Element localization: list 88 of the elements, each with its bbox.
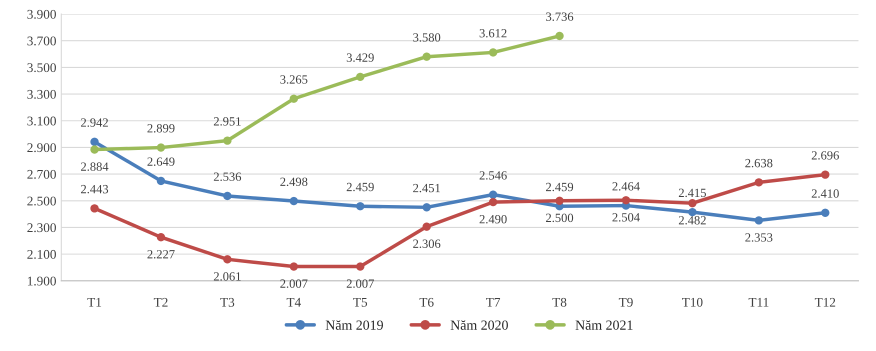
y-tick-label: 2.100 bbox=[27, 250, 56, 259]
point bbox=[422, 222, 431, 231]
point bbox=[754, 216, 763, 225]
data-label: 2.884 bbox=[81, 162, 108, 171]
point bbox=[156, 143, 166, 152]
legend-label: Năm 2020 bbox=[450, 320, 508, 330]
data-label: 3.736 bbox=[546, 12, 574, 21]
point bbox=[488, 190, 498, 199]
point bbox=[156, 233, 166, 242]
data-label: 3.429 bbox=[346, 53, 374, 62]
y-tick-label: 3.700 bbox=[27, 36, 56, 46]
data-label: 2.638 bbox=[745, 158, 772, 168]
legend-label: Năm 2021 bbox=[576, 320, 633, 330]
x-tick-label: T10 bbox=[682, 298, 703, 307]
point bbox=[488, 48, 498, 57]
point bbox=[90, 145, 99, 154]
y-tick-label: 3.500 bbox=[27, 63, 56, 72]
y-tick-label: 1.900 bbox=[28, 276, 56, 286]
point bbox=[821, 208, 830, 217]
point bbox=[90, 138, 99, 146]
data-label: 2.007 bbox=[280, 279, 308, 288]
data-label: 2.459 bbox=[546, 182, 574, 192]
x-tick-label: T5 bbox=[353, 298, 368, 307]
point bbox=[223, 255, 232, 264]
data-label: 2.443 bbox=[81, 184, 108, 194]
y-tick-label: 2.900 bbox=[27, 143, 56, 152]
y-tick-label: 2.500 bbox=[27, 196, 56, 206]
y-tick-label: 3.100 bbox=[27, 116, 56, 126]
data-label: 2.899 bbox=[147, 124, 175, 133]
point bbox=[356, 262, 364, 271]
point bbox=[156, 176, 166, 186]
x-tick-label: T12 bbox=[814, 298, 836, 307]
point bbox=[488, 198, 498, 206]
data-label: 2.464 bbox=[612, 182, 640, 191]
point bbox=[622, 196, 630, 204]
data-label: 2.649 bbox=[147, 157, 175, 166]
data-label: 2.482 bbox=[678, 216, 706, 225]
point bbox=[555, 32, 564, 40]
y-tick-label: 2.700 bbox=[27, 170, 56, 179]
data-label: 2.227 bbox=[147, 250, 175, 259]
data-label: 2.451 bbox=[413, 184, 440, 192]
x-tick-label: T8 bbox=[552, 298, 566, 307]
point bbox=[290, 196, 298, 206]
y-tick-label: 2.300 bbox=[27, 223, 56, 232]
legend-label: Năm 2019 bbox=[326, 320, 383, 330]
data-label: 2.504 bbox=[612, 213, 640, 222]
y-tick-label: 3.300 bbox=[27, 90, 56, 99]
point bbox=[290, 262, 298, 271]
data-label: 2.007 bbox=[346, 279, 374, 288]
data-label: 2.498 bbox=[280, 178, 308, 186]
data-label: 2.696 bbox=[812, 151, 839, 160]
x-tick-label: T9 bbox=[618, 298, 633, 307]
data-label: 2.061 bbox=[214, 272, 241, 281]
data-label: 2.942 bbox=[81, 118, 108, 127]
point bbox=[688, 199, 697, 208]
point bbox=[223, 136, 232, 145]
data-label: 2.410 bbox=[812, 189, 839, 198]
point bbox=[754, 178, 763, 187]
data-label: 2.500 bbox=[546, 214, 574, 222]
y-tick-label: 3.900 bbox=[27, 10, 56, 19]
point bbox=[422, 52, 431, 61]
data-label: 3.612 bbox=[480, 29, 506, 38]
x-tick-label: T2 bbox=[154, 298, 168, 307]
x-tick-label: T3 bbox=[220, 298, 234, 307]
point bbox=[356, 72, 364, 82]
x-tick-label: T4 bbox=[286, 298, 301, 307]
data-label: 2.353 bbox=[745, 233, 772, 242]
data-label: 2.951 bbox=[214, 117, 241, 126]
x-tick-label: T6 bbox=[420, 298, 434, 307]
data-label: 2.415 bbox=[678, 188, 706, 198]
point bbox=[90, 204, 99, 213]
point bbox=[356, 202, 364, 210]
point bbox=[821, 170, 830, 179]
data-label: 2.490 bbox=[480, 214, 507, 224]
point bbox=[422, 203, 431, 212]
x-tick-label: T7 bbox=[486, 298, 500, 307]
data-label: 3.265 bbox=[280, 75, 308, 84]
data-label: 2.459 bbox=[346, 182, 374, 192]
data-label: 3.580 bbox=[413, 33, 440, 42]
x-tick-label: T1 bbox=[87, 298, 102, 307]
point bbox=[555, 196, 564, 205]
x-tick-label: T11 bbox=[748, 298, 768, 307]
point bbox=[223, 192, 232, 200]
data-label: 2.546 bbox=[480, 171, 507, 180]
data-label: 2.536 bbox=[214, 172, 242, 181]
point bbox=[688, 208, 697, 216]
point bbox=[290, 94, 298, 103]
data-label: 2.306 bbox=[413, 240, 440, 248]
